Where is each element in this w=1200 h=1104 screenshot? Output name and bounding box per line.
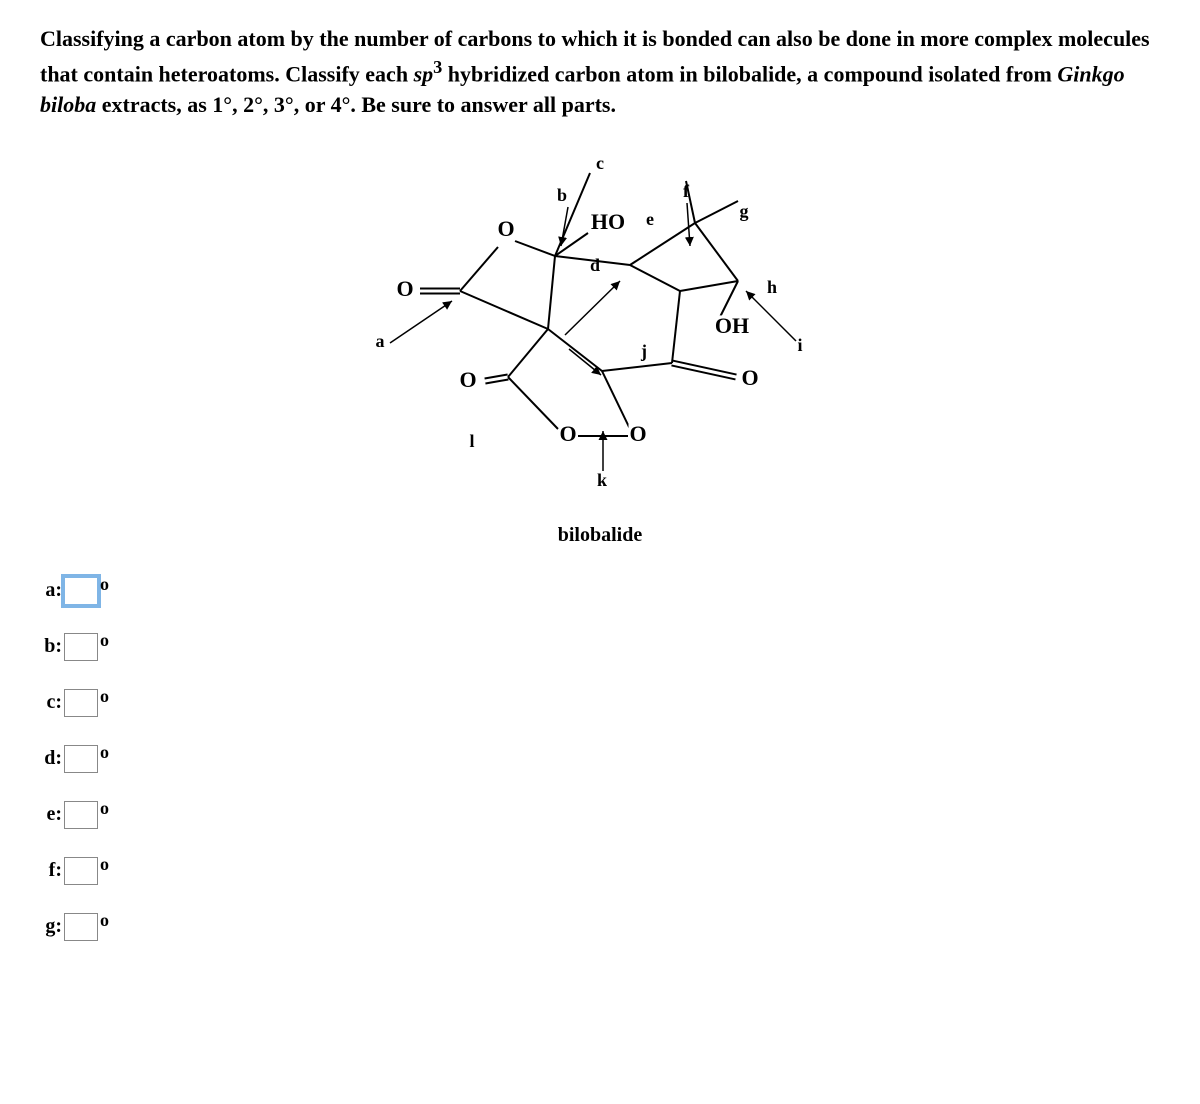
answer-input-g[interactable] xyxy=(64,913,98,941)
molecule-diagram: O O O O O O HO OH a b c d e f g h i j k l xyxy=(340,151,860,511)
answer-input-c[interactable] xyxy=(64,689,98,717)
svg-text:h: h xyxy=(767,277,777,297)
answer-row-a: a: o xyxy=(40,577,1160,605)
answer-label-f: f: xyxy=(40,859,62,882)
svg-text:O: O xyxy=(741,365,758,390)
degree-symbol: o xyxy=(100,854,109,875)
answer-row-e: e: o xyxy=(40,801,1160,829)
svg-text:HO: HO xyxy=(591,209,625,234)
svg-text:O: O xyxy=(396,276,413,301)
svg-text:O: O xyxy=(559,421,576,446)
svg-text:g: g xyxy=(740,201,749,221)
svg-text:i: i xyxy=(797,335,802,355)
answer-label-b: b: xyxy=(40,635,62,658)
degree-symbol: o xyxy=(100,686,109,707)
answer-row-g: g: o xyxy=(40,913,1160,941)
degree-symbol: o xyxy=(100,798,109,819)
answer-row-d: d: o xyxy=(40,745,1160,773)
q-mid: hybridized carbon atom in bilobalide, a … xyxy=(442,61,1057,86)
answer-row-f: f: o xyxy=(40,857,1160,885)
question-text: Classifying a carbon atom by the number … xyxy=(40,24,1160,121)
svg-text:OH: OH xyxy=(715,313,749,338)
q-post: extracts, as 1°, 2°, 3°, or 4°. Be sure … xyxy=(96,92,616,117)
svg-text:c: c xyxy=(596,153,604,173)
svg-text:O: O xyxy=(459,367,476,392)
diagram-container: O O O O O O HO OH a b c d e f g h i j k l bilobalide xyxy=(40,151,1160,547)
degree-symbol: o xyxy=(100,742,109,763)
answer-row-b: b: o xyxy=(40,633,1160,661)
degree-symbol: o xyxy=(100,910,109,931)
answer-label-c: c: xyxy=(40,691,62,714)
degree-symbol: o xyxy=(100,630,109,651)
svg-text:O: O xyxy=(497,216,514,241)
svg-text:b: b xyxy=(557,185,567,205)
answer-input-b[interactable] xyxy=(64,633,98,661)
molecule-caption: bilobalide xyxy=(340,524,860,547)
answer-input-d[interactable] xyxy=(64,745,98,773)
answer-input-e[interactable] xyxy=(64,801,98,829)
answer-row-c: c: o xyxy=(40,689,1160,717)
answer-input-a[interactable] xyxy=(64,577,98,605)
svg-text:d: d xyxy=(590,255,600,275)
answers-section: a: o b: o c: o d: o e: o f: o g: o xyxy=(40,577,1160,941)
svg-text:e: e xyxy=(646,209,654,229)
svg-text:k: k xyxy=(597,470,607,490)
svg-text:O: O xyxy=(629,421,646,446)
answer-label-e: e: xyxy=(40,803,62,826)
answer-label-d: d: xyxy=(40,747,62,770)
sp-base: sp xyxy=(414,61,434,86)
answer-input-f[interactable] xyxy=(64,857,98,885)
sp-exp: 3 xyxy=(433,57,442,77)
svg-text:a: a xyxy=(376,331,385,351)
svg-text:l: l xyxy=(469,431,474,451)
svg-text:j: j xyxy=(640,341,647,361)
answer-label-a: a: xyxy=(40,579,62,602)
degree-symbol: o xyxy=(100,574,109,595)
svg-text:f: f xyxy=(683,181,690,201)
answer-label-g: g: xyxy=(40,915,62,938)
